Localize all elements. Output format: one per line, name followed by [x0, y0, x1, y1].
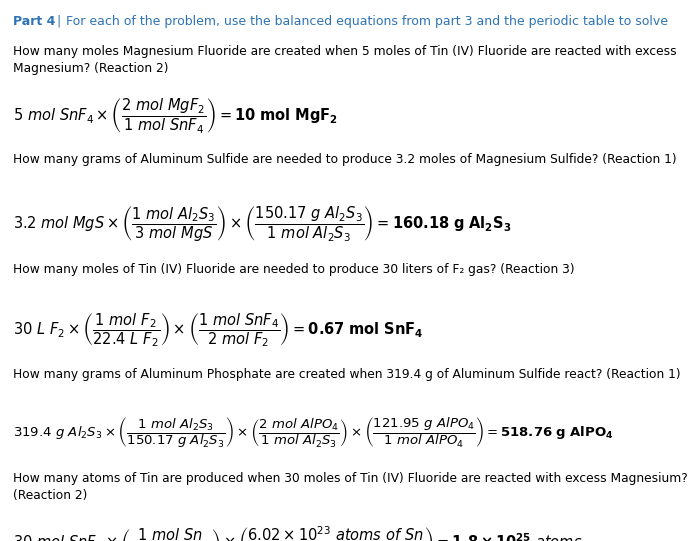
- Text: How many grams of Aluminum Phosphate are created when 319.4 g of Aluminum Sulfid: How many grams of Aluminum Phosphate are…: [13, 368, 680, 381]
- Text: $3.2\ mol\ MgS \times \left(\dfrac{1\ mol\ Al_2S_3}{3\ mol\ MgS}\right) \times \: $3.2\ mol\ MgS \times \left(\dfrac{1\ mo…: [13, 205, 511, 245]
- Text: $30\ mol\ SnF_4 \times \left(\dfrac{1\ mol\ Sn}{1\ mol\ SnF_4}\right) \times \le: $30\ mol\ SnF_4 \times \left(\dfrac{1\ m…: [13, 524, 582, 541]
- Text: |: |: [53, 15, 65, 28]
- Text: How many grams of Aluminum Sulfide are needed to produce 3.2 moles of Magnesium : How many grams of Aluminum Sulfide are n…: [13, 153, 676, 166]
- Text: $319.4\ g\ Al_2S_3 \times \left(\dfrac{1\ mol\ Al_2S_3}{150.17\ g\ Al_2S_3}\righ: $319.4\ g\ Al_2S_3 \times \left(\dfrac{1…: [13, 415, 613, 451]
- Text: $30\ L\ F_2 \times \left(\dfrac{1\ mol\ F_2}{22.4\ L\ F_2}\right) \times \left(\: $30\ L\ F_2 \times \left(\dfrac{1\ mol\ …: [13, 311, 423, 349]
- Text: How many atoms of Tin are produced when 30 moles of Tin (IV) Fluoride are reacte: How many atoms of Tin are produced when …: [13, 472, 687, 502]
- Text: How many moles Magnesium Fluoride are created when 5 moles of Tin (IV) Fluoride : How many moles Magnesium Fluoride are cr…: [13, 45, 676, 75]
- Text: Part 4: Part 4: [13, 15, 55, 28]
- Text: For each of the problem, use the balanced equations from part 3 and the periodic: For each of the problem, use the balance…: [66, 15, 668, 28]
- Text: $5\ mol\ SnF_4 \times \left(\dfrac{2\ mol\ MgF_2}{1\ mol\ SnF_4}\right) = \mathb: $5\ mol\ SnF_4 \times \left(\dfrac{2\ mo…: [13, 96, 337, 135]
- Text: How many moles of Tin (IV) Fluoride are needed to produce 30 liters of F₂ gas? (: How many moles of Tin (IV) Fluoride are …: [13, 263, 574, 276]
